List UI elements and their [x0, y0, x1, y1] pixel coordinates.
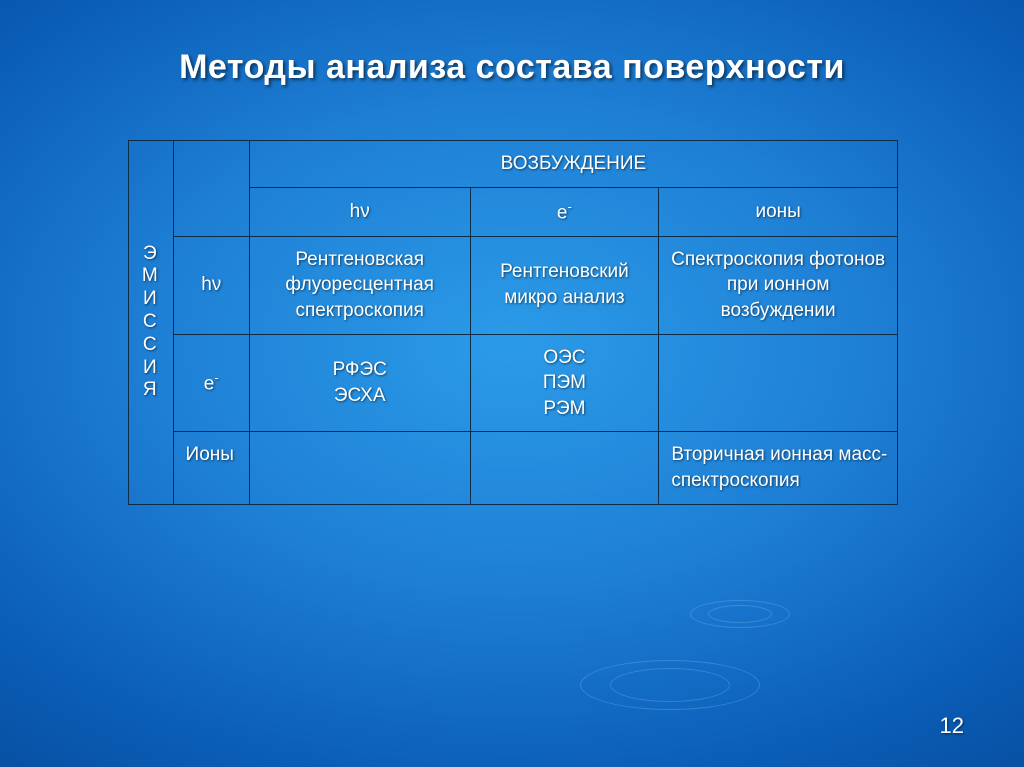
corner-cell: [173, 141, 249, 237]
row-label-hv: hν: [173, 236, 249, 334]
cell-hv-e: Рентгеновский микро анализ: [470, 236, 659, 334]
row-label-e: e-: [173, 334, 249, 432]
col-header-e: e-: [470, 187, 659, 236]
excitation-header: ВОЗБУЖДЕНИЕ: [249, 141, 897, 188]
col-header-ions: ионы: [659, 187, 898, 236]
cell-e-ions-empty: [659, 334, 898, 432]
table: ЭМИССИЯ ВОЗБУЖДЕНИЕ hν e- ионы hν Рентге…: [128, 140, 898, 505]
cell-hv-hv: Рентгеновская флуоресцентная спектроскоп…: [249, 236, 470, 334]
cell-e-hv: РФЭС ЭСХА: [249, 334, 470, 432]
cell-hv-ions: Спектроскопия фотонов при ионном возбужд…: [659, 236, 898, 334]
row-label-ions: Ионы: [173, 432, 249, 504]
col-header-hv: hν: [249, 187, 470, 236]
cell-e-e: ОЭС ПЭМ РЭМ: [470, 334, 659, 432]
cell-ions-ions: Вторичная ионная масс-спектроскопия: [659, 432, 898, 504]
emission-vertical-label: ЭМИССИЯ: [129, 141, 174, 505]
page-number: 12: [940, 713, 964, 739]
cell-ions-e-empty: [470, 432, 659, 504]
cell-ions-hv-empty: [249, 432, 470, 504]
slide-title: Методы анализа состава поверхности: [0, 48, 1024, 87]
methods-table: ЭМИССИЯ ВОЗБУЖДЕНИЕ hν e- ионы hν Рентге…: [128, 140, 898, 505]
